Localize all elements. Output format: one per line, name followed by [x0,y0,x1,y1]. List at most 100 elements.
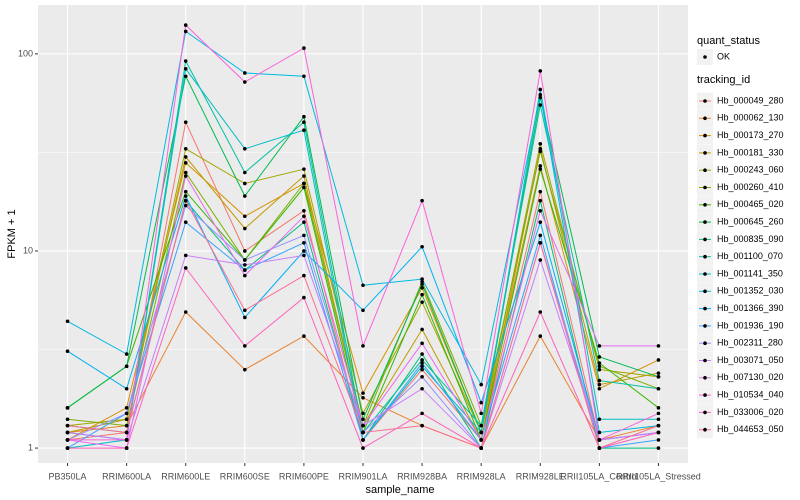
x-tick-label: RRIM600PE [279,471,329,481]
legend-point [703,289,707,294]
data-point [420,374,424,379]
data-point [656,406,661,410]
legend-label: Hb_001366_390 [717,303,784,313]
legend-label: Hb_002311_280 [717,338,783,348]
data-point [302,220,306,224]
data-point [420,292,424,297]
data-point [243,344,247,348]
data-point [124,406,129,410]
data-point [124,430,129,435]
data-point [183,155,188,159]
data-point [656,374,661,379]
data-point [243,268,247,272]
data-point [302,214,306,219]
data-point [656,417,661,422]
data-point [302,334,306,338]
legend-point [703,410,707,415]
data-point [243,226,247,231]
data-point [420,277,424,281]
data-point [302,253,306,258]
data-point [420,341,424,346]
legend-point [703,237,707,242]
data-point [243,315,247,320]
data-point [65,430,70,435]
data-point [302,114,306,119]
legend-point [703,272,707,276]
data-point [597,355,602,359]
legend-label: Hb_001936_190 [717,320,784,330]
plot [65,23,661,450]
data-point [420,300,424,304]
data-point [183,120,188,125]
x-tick-label: PB350LA [49,471,87,481]
data-point [420,423,424,428]
data-point [65,417,70,422]
data-point [538,146,543,151]
data-point [302,208,306,213]
legend-point [703,116,707,121]
data-point [538,220,543,224]
data-point [597,430,602,435]
data-point [538,310,543,314]
data-point [65,319,70,324]
legend-point [703,358,707,363]
data-point [538,189,543,194]
data-point [538,334,543,338]
data-point [538,69,543,73]
data-point [124,352,129,356]
data-point [538,87,543,92]
data-point [597,364,602,369]
data-point [183,23,188,27]
data-point [302,74,306,79]
x-tick-label: RRIM600SE [220,471,270,481]
legend-point [703,168,707,172]
data-point [656,438,661,442]
data-point [183,170,188,175]
data-point [361,411,365,416]
data-point [65,349,70,354]
data-point [183,161,188,165]
legend-point [703,306,707,311]
data-point [597,417,602,422]
data-point [597,386,602,391]
legend-label: Hb_000049_280 [717,95,784,105]
data-point [302,181,306,186]
data-point [65,438,70,442]
data-point [124,438,129,442]
data-point [420,286,424,290]
data-point [538,103,543,107]
data-point [302,233,306,238]
data-point [361,391,365,395]
data-point [479,438,483,442]
data-point [420,244,424,249]
data-point [183,310,188,314]
data-point [479,430,483,435]
legend-label: Hb_003071_050 [717,355,784,365]
y-axis-title: FPKM + 1 [6,209,18,258]
legend-point [703,393,707,397]
data-point [183,189,188,194]
data-point [361,308,365,313]
data-point [538,167,543,171]
legend-label: Hb_000181_330 [717,147,784,157]
data-point [656,423,661,428]
data-point [538,141,543,146]
legend-point [703,341,707,346]
data-point [302,174,306,178]
x-tick-label: RRIM928BA [397,471,447,481]
data-point [361,423,365,428]
data-point [183,29,188,34]
legend-point [703,203,707,207]
data-point [243,146,247,151]
data-point [361,417,365,422]
data-point [302,241,306,245]
x-tick-label: RRII105LA_Control [560,471,638,481]
data-point [361,438,365,442]
data-point [302,273,306,278]
data-point [183,203,188,208]
data-point [183,194,188,198]
data-point [302,128,306,132]
data-point [243,273,247,278]
data-point [420,411,424,416]
data-point [420,327,424,332]
